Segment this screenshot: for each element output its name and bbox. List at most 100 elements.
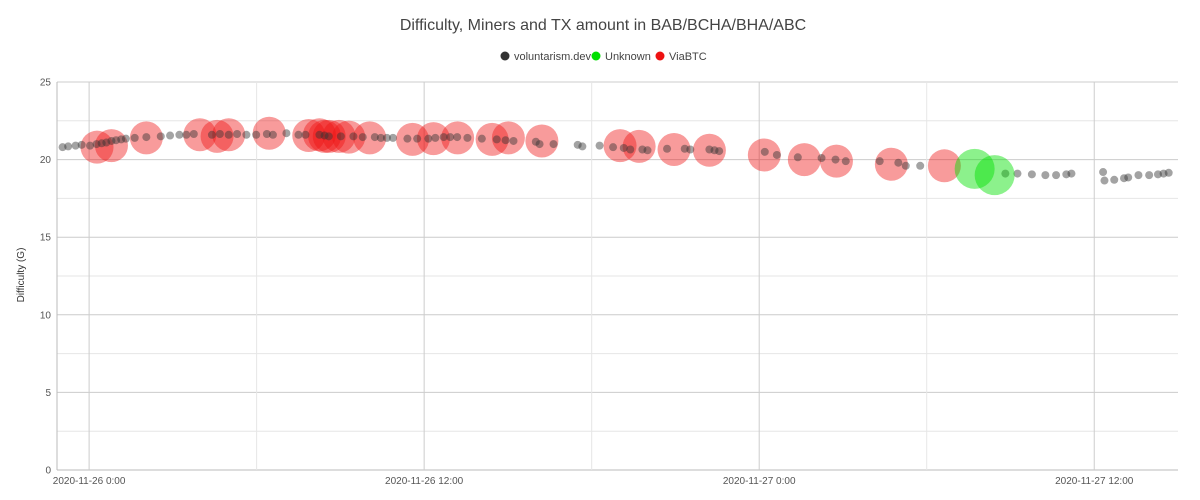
- voluntarism-point[interactable]: [97, 139, 106, 148]
- voluntarism-point[interactable]: [262, 129, 271, 138]
- voluntarism-point[interactable]: [301, 130, 310, 139]
- voluntarism-point[interactable]: [336, 132, 345, 141]
- voluntarism-point[interactable]: [1120, 174, 1129, 183]
- voluntarism-point[interactable]: [58, 143, 67, 152]
- voluntarism-point[interactable]: [1159, 169, 1168, 178]
- voluntarism-point[interactable]: [358, 133, 367, 142]
- viabtc-point[interactable]: [212, 118, 246, 152]
- voluntarism-point[interactable]: [403, 134, 412, 143]
- viabtc-point[interactable]: [692, 133, 726, 167]
- voluntarism-point[interactable]: [315, 130, 324, 139]
- voluntarism-point[interactable]: [388, 133, 397, 142]
- viabtc-point[interactable]: [353, 121, 387, 155]
- voluntarism-point[interactable]: [477, 134, 486, 143]
- viabtc-point[interactable]: [129, 121, 163, 155]
- voluntarism-point[interactable]: [549, 140, 558, 149]
- viabtc-point[interactable]: [441, 121, 475, 155]
- voluntarism-point[interactable]: [424, 134, 433, 143]
- voluntarism-point[interactable]: [772, 150, 781, 159]
- voluntarism-point[interactable]: [492, 135, 501, 144]
- voluntarism-point[interactable]: [233, 129, 242, 138]
- voluntarism-point[interactable]: [535, 140, 544, 149]
- voluntarism-point[interactable]: [1062, 170, 1071, 179]
- voluntarism-point[interactable]: [463, 133, 472, 142]
- voluntarism-point[interactable]: [1153, 170, 1162, 179]
- voluntarism-point[interactable]: [573, 140, 582, 149]
- voluntarism-point[interactable]: [130, 133, 139, 142]
- voluntarism-point[interactable]: [1100, 176, 1109, 185]
- viabtc-point[interactable]: [332, 120, 366, 154]
- viabtc-point[interactable]: [80, 130, 114, 164]
- voluntarism-point[interactable]: [1164, 168, 1173, 177]
- voluntarism-point[interactable]: [715, 147, 724, 156]
- voluntarism-point[interactable]: [175, 130, 184, 139]
- viabtc-point[interactable]: [302, 118, 336, 152]
- unknown-point[interactable]: [974, 155, 1015, 196]
- voluntarism-point[interactable]: [841, 157, 850, 166]
- viabtc-point[interactable]: [475, 122, 509, 156]
- voluntarism-point[interactable]: [282, 129, 291, 138]
- voluntarism-point[interactable]: [638, 145, 647, 154]
- voluntarism-point[interactable]: [531, 137, 540, 146]
- voluntarism-point[interactable]: [112, 136, 121, 145]
- viabtc-point[interactable]: [183, 118, 217, 152]
- viabtc-point[interactable]: [927, 149, 961, 183]
- voluntarism-point[interactable]: [595, 141, 604, 150]
- voluntarism-point[interactable]: [710, 146, 719, 155]
- viabtc-point[interactable]: [819, 144, 853, 178]
- viabtc-point[interactable]: [416, 122, 450, 156]
- voluntarism-point[interactable]: [376, 133, 385, 142]
- voluntarism-point[interactable]: [86, 141, 95, 150]
- voluntarism-point[interactable]: [1124, 173, 1133, 182]
- voluntarism-point[interactable]: [166, 131, 175, 140]
- voluntarism-point[interactable]: [1027, 170, 1036, 179]
- viabtc-point[interactable]: [292, 119, 326, 153]
- voluntarism-point[interactable]: [1013, 169, 1022, 178]
- voluntarism-point[interactable]: [663, 144, 672, 153]
- voluntarism-point[interactable]: [453, 133, 462, 142]
- voluntarism-point[interactable]: [901, 161, 910, 170]
- voluntarism-point[interactable]: [705, 145, 714, 154]
- legend-item[interactable]: voluntarism.dev: [500, 51, 592, 63]
- voluntarism-point[interactable]: [156, 132, 165, 141]
- voluntarism-point[interactable]: [324, 132, 333, 141]
- voluntarism-point[interactable]: [817, 154, 826, 163]
- viabtc-point[interactable]: [787, 143, 821, 177]
- voluntarism-point[interactable]: [117, 135, 126, 144]
- voluntarism-point[interactable]: [1099, 168, 1108, 177]
- voluntarism-point[interactable]: [92, 140, 101, 149]
- voluntarism-point[interactable]: [501, 136, 510, 145]
- voluntarism-point[interactable]: [760, 147, 769, 156]
- voluntarism-point[interactable]: [224, 130, 233, 139]
- viabtc-point[interactable]: [603, 129, 637, 163]
- voluntarism-point[interactable]: [686, 145, 695, 154]
- voluntarism-point[interactable]: [182, 130, 191, 139]
- voluntarism-point[interactable]: [370, 133, 379, 142]
- viabtc-point[interactable]: [252, 116, 286, 150]
- voluntarism-point[interactable]: [242, 130, 251, 139]
- viabtc-point[interactable]: [200, 119, 234, 153]
- viabtc-point[interactable]: [312, 119, 346, 153]
- voluntarism-point[interactable]: [831, 155, 840, 164]
- legend[interactable]: voluntarism.dev Unknown ViaBTC: [500, 51, 707, 63]
- voluntarism-point[interactable]: [71, 141, 80, 150]
- voluntarism-point[interactable]: [1052, 171, 1061, 180]
- voluntarism-point[interactable]: [619, 143, 628, 152]
- voluntarism-point[interactable]: [1001, 169, 1010, 178]
- voluntarism-point[interactable]: [77, 140, 86, 149]
- voluntarism-point[interactable]: [252, 130, 261, 139]
- voluntarism-point[interactable]: [382, 133, 391, 142]
- voluntarism-point[interactable]: [320, 131, 329, 140]
- voluntarism-point[interactable]: [207, 130, 216, 139]
- voluntarism-point[interactable]: [643, 146, 652, 155]
- voluntarism-point[interactable]: [189, 129, 198, 138]
- voluntarism-point[interactable]: [680, 144, 689, 153]
- voluntarism-point[interactable]: [578, 142, 587, 151]
- voluntarism-point[interactable]: [1145, 171, 1154, 180]
- voluntarism-point[interactable]: [439, 133, 448, 142]
- voluntarism-point[interactable]: [121, 134, 130, 143]
- viabtc-point[interactable]: [94, 129, 128, 163]
- voluntarism-point[interactable]: [446, 133, 455, 142]
- voluntarism-point[interactable]: [294, 130, 303, 139]
- legend-item[interactable]: ViaBTC: [655, 51, 707, 63]
